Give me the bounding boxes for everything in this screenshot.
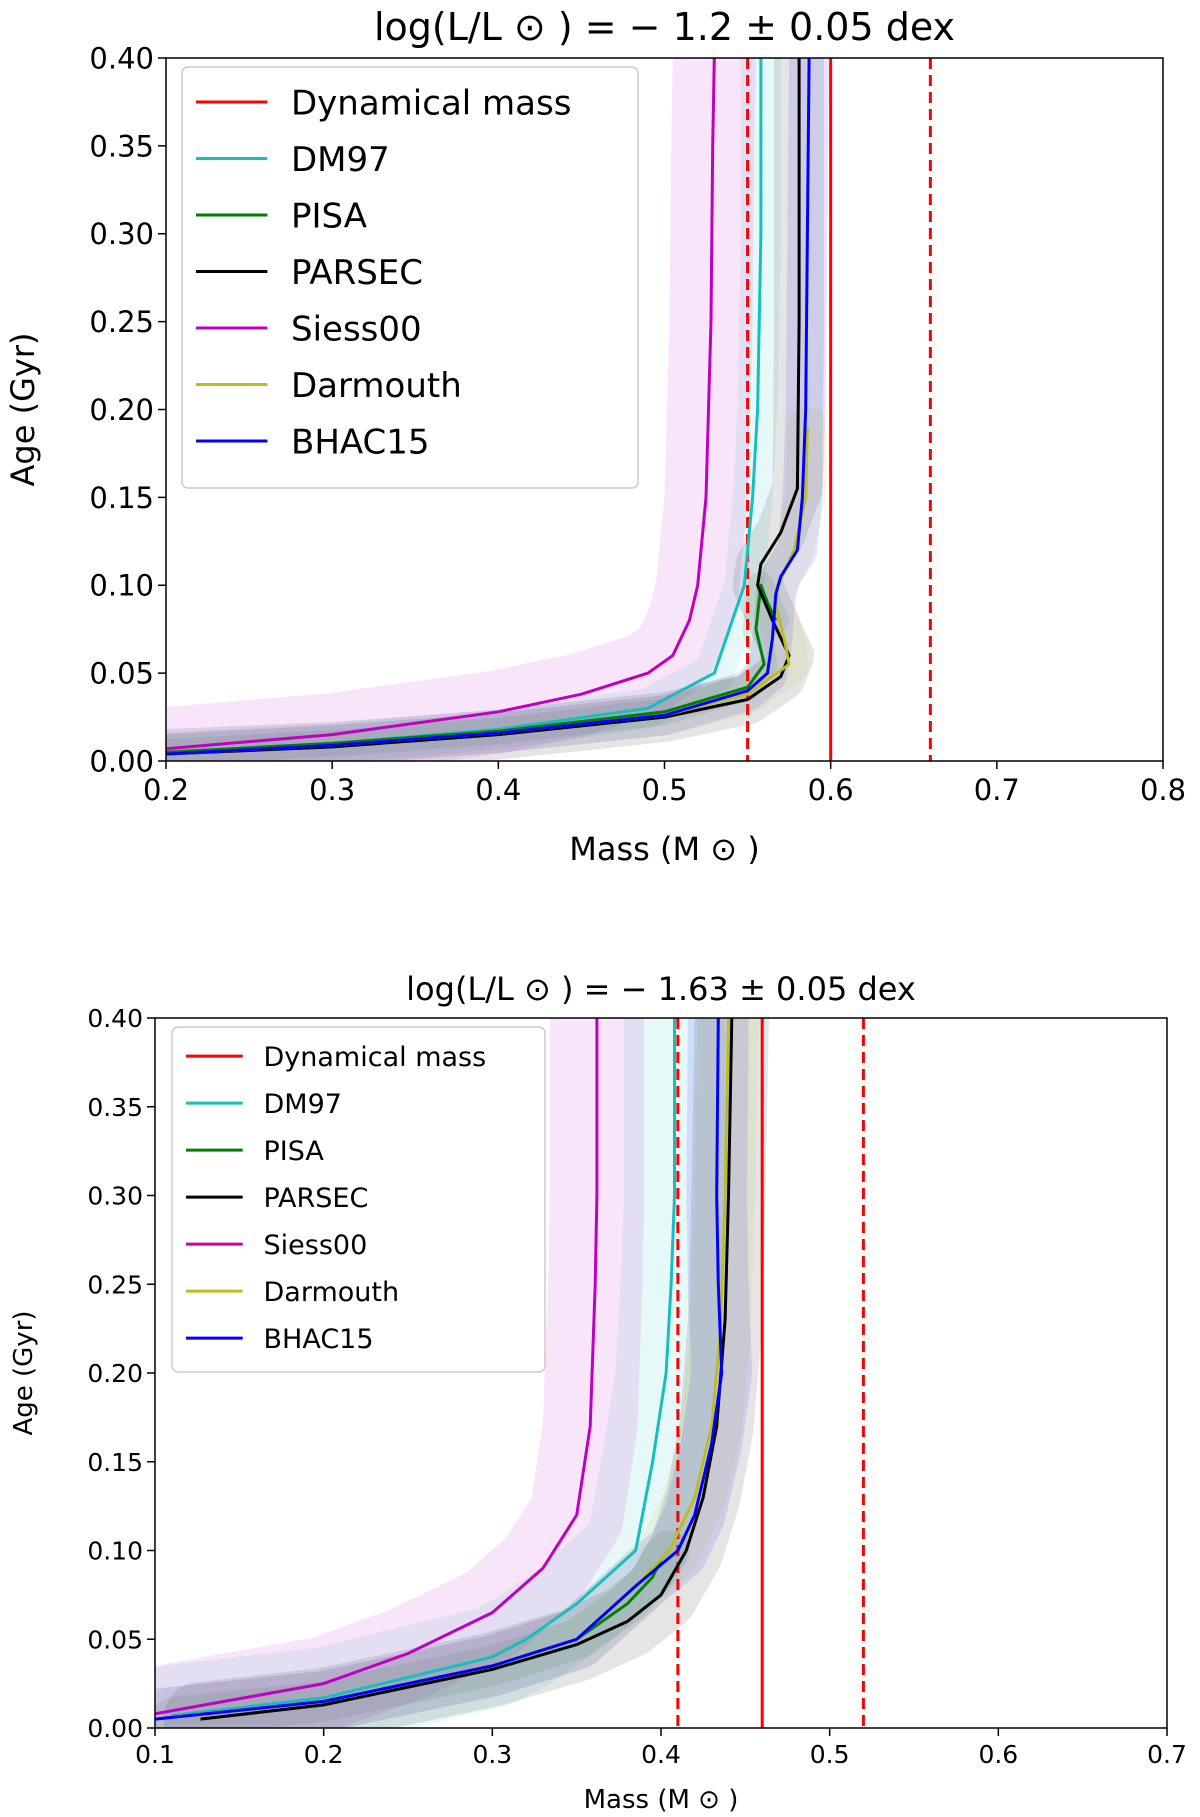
series-line-parsec [200,1018,734,1721]
chart-title: log(L/L ⊙ ) = − 1.2 ± 0.05 dex [374,5,955,49]
x-tick-label: 0.4 [475,773,521,807]
series-line-bhac15 [155,1018,724,1721]
legend: Dynamical mass DM97 PISA PARSEC Siess00 Darmo… [171,1026,546,1373]
series-line-siess00 [155,1018,599,1716]
x-tick-label: 0.6 [808,773,854,807]
chart-title: log(L/L ⊙ ) = − 1.63 ± 0.05 dex [406,970,916,1008]
legend-label: DM97 [291,140,390,180]
x-tick-label: 0.1 [135,1740,175,1769]
y-tick-label: 0.20 [89,393,154,427]
series-line-siess00 [166,58,716,751]
legend-label: Darmouth [264,1277,400,1308]
chart-panel-1: 0.2 0.3 0.4 0.5 0.6 0.7 0.8 0.00 0.05 0.10 0.15 0.2… [4,5,1186,868]
legend-label: PISA [264,1136,325,1167]
y-tick-label: 0.10 [87,1537,143,1566]
y-tick-label: 0.40 [87,1004,143,1033]
x-axis-label: Mass (M ⊙ ) [584,1785,739,1815]
plot-area [166,58,932,761]
y-tick-label: 0.35 [87,1093,143,1122]
series-line-bhac15 [166,58,811,756]
legend-box [181,66,639,489]
x-tick-label: 0.2 [304,1740,344,1769]
x-tick-label: 0.8 [1140,773,1186,807]
legend-label: BHAC15 [291,422,430,462]
x-tick-label: 0.5 [810,1740,850,1769]
x-tick-label: 0.4 [641,1740,681,1769]
y-tick-label: 0.25 [87,1270,143,1299]
y-tick-label: 0.05 [87,1625,143,1654]
x-tick-label: 0.5 [641,773,687,807]
x-tick-label: 0.6 [978,1740,1018,1769]
x-axis-label: Mass (M ⊙ ) [569,830,759,868]
legend-label: Siess00 [264,1230,368,1261]
x-tick-label: 0.7 [1147,1740,1187,1769]
y-tick-label: 0.35 [89,129,154,163]
legend-label: PARSEC [264,1183,369,1214]
y-tick-label: 0.15 [87,1448,143,1477]
y-axis-label: Age (Gyr) [4,333,42,487]
legend-label: Siess00 [291,309,422,349]
x-tick-label: 0.7 [974,773,1020,807]
y-tick-label: 0.25 [89,305,154,339]
y-tick-label: 0.10 [89,569,154,603]
x-tick-label: 0.2 [143,773,189,807]
chart-panel-2: 0.1 0.2 0.3 0.4 0.5 0.6 0.7 0.00 0.05 0.10 0.15 0.2… [9,970,1187,1815]
series-line-dm97 [171,1018,676,1718]
x-tick-label: 0.3 [309,773,355,807]
y-axis-label: Age (Gyr) [9,1310,39,1435]
legend-label: PISA [291,196,367,236]
y-tick-label: 0.30 [89,217,154,251]
y-tick-label: 0.20 [87,1359,143,1388]
y-tick-label: 0.30 [87,1182,143,1211]
legend-label: Darmouth [291,366,462,406]
legend-label: Dynamical mass [291,83,571,123]
legend: Dynamical mass DM97 PISA PARSEC Siess00 Darmo… [181,66,639,489]
plot-area [155,1018,865,1728]
y-tick-label: 0.40 [89,41,154,75]
y-tick-label: 0.00 [87,1714,143,1743]
legend-box [171,1026,546,1373]
series-line-pisa [166,583,778,754]
y-tick-label: 0.05 [89,657,154,691]
legend-label: BHAC15 [264,1324,374,1355]
x-tick-label: 0.3 [472,1740,512,1769]
y-tick-label: 0.00 [89,744,154,778]
legend-label: Dynamical mass [264,1042,487,1073]
legend-label: DM97 [264,1089,342,1120]
legend-label: PARSEC [291,253,423,293]
y-tick-label: 0.15 [89,481,154,515]
series-line-parsec [166,58,801,756]
